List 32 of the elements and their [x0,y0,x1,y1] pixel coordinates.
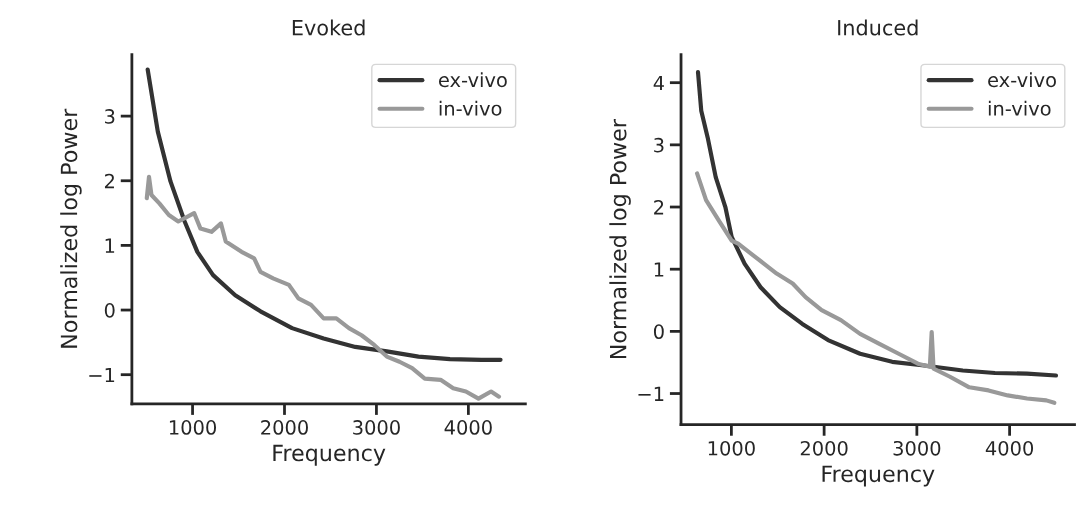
line-series [144,174,502,401]
y-tick-label: 2 [654,199,664,215]
chart-title: Induced [838,19,918,36]
y-tick-label: −1 [89,367,115,383]
x-tick-label: 4000 [985,440,1034,456]
x-axis-title: Frequency [273,444,386,466]
x-tick-label: 4000 [444,420,492,435]
legend-label: ex-vivo [438,72,507,88]
y-tick-label: 0 [653,324,664,340]
y-tick-label: 3 [654,137,664,153]
x-tick-label: 2000 [261,420,308,435]
y-tick-label: 0 [104,303,115,318]
y-tick-label: −1 [638,386,664,401]
y-tick-label: 3 [105,109,115,124]
line-series [694,171,1057,405]
y-tick-label: 4 [653,75,664,91]
y-tick-label: 1 [654,262,664,277]
x-axis-title: Frequency [822,465,935,487]
legend-label: ex-vivo [988,72,1056,88]
line-series [695,70,1059,378]
x-tick-label: 2000 [800,440,848,456]
y-tick-label: 2 [104,173,114,189]
y-axis-title: Normalized log Power [60,108,82,348]
x-tick-label: 3000 [893,440,941,456]
legend-label: in-vivo [439,100,502,116]
chart-title: Evoked [292,19,365,36]
y-tick-label: 1 [105,238,115,253]
x-tick-label: 1000 [169,420,217,435]
x-tick-label: 3000 [353,420,400,435]
y-axis-title: Normalized log Power [609,119,631,359]
legend-label: in-vivo [988,100,1051,116]
x-tick-label: 1000 [708,440,755,456]
